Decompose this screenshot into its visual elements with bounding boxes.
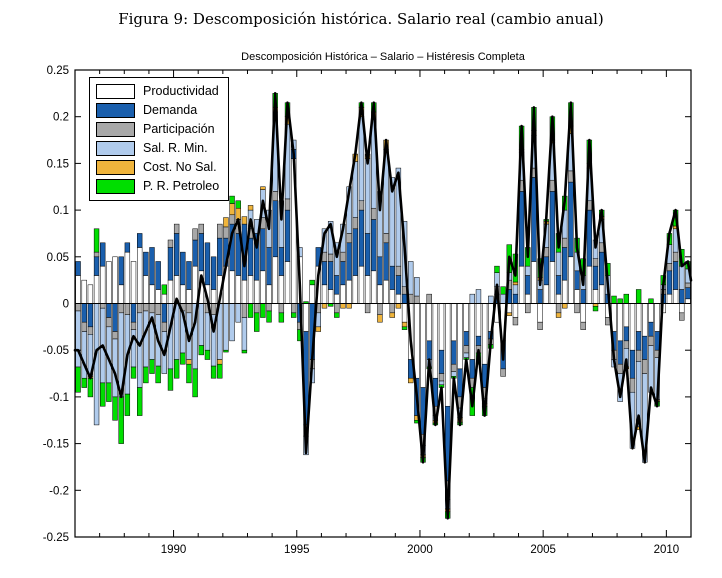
legend-label: Sal. R. Min. [143,141,208,155]
legend-item-5: P. R. Petroleo [96,177,219,196]
legend-item-1: Demanda [96,101,219,120]
legend-item-2: Participación [96,120,219,139]
x-tick-label: 2000 [407,544,433,556]
legend-swatch-icon [96,122,135,137]
legend-swatch-icon [96,179,135,194]
legend-label: Cost. No Sal. [143,160,217,174]
legend-item-3: Sal. R. Min. [96,139,219,158]
legend-swatch-icon [96,160,135,175]
legend-swatch-icon [96,84,135,99]
x-tick-label: 2010 [654,544,680,556]
y-tick-label: 0.2 [53,112,69,124]
legend-swatch-icon [96,141,135,156]
x-tick-label: 2005 [530,544,556,556]
y-tick-label: -0.1 [49,392,69,404]
y-tick-label: 0.1 [53,205,69,217]
y-tick-label: -0.15 [43,439,69,451]
x-tick-label: 1995 [284,544,310,556]
y-tick-label: -0.25 [43,532,69,544]
chart-title: Descomposición Histórica – Salario – His… [241,51,525,63]
legend-label: Demanda [143,103,198,117]
y-tick-label: 0 [63,299,69,311]
chart-legend: Productividad Demanda Participación Sal. R.… [89,77,230,201]
legend-label: P. R. Petroleo [143,179,220,193]
legend-label: Productividad [143,84,219,98]
legend-swatch-icon [96,103,135,118]
y-tick-label: 0.05 [47,252,69,264]
legend-label: Participación [143,122,215,136]
legend-item-4: Cost. No Sal. [96,158,219,177]
y-tick-label: 0.15 [47,158,69,170]
x-tick-label: 1990 [161,544,187,556]
legend-item-0: Productividad [96,82,219,101]
y-tick-label: -0.05 [43,345,69,357]
figure-caption: Figura 9: Descomposición histórica. Sala… [118,10,604,28]
y-tick-label: -0.2 [49,485,69,497]
y-tick-label: 0.25 [47,65,69,77]
